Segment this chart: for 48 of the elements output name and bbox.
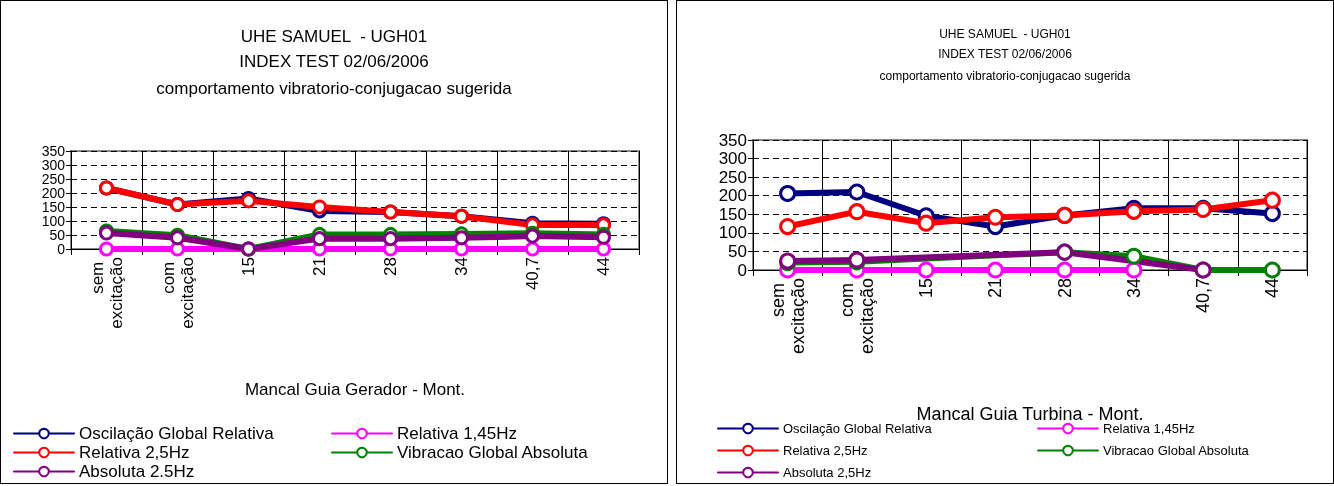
y-tick-label: 100	[718, 223, 747, 243]
x-axis-title: Mancal Guia Turbina - Mont.	[916, 404, 1144, 424]
x-tick-label: 44	[1262, 278, 1283, 299]
y-tick-label: 250	[718, 167, 747, 187]
y-tick-label: 50	[49, 227, 66, 243]
legend-label: Oscilação Global Relativa	[79, 424, 275, 443]
legend-label: Absoluta 2.5Hz	[79, 462, 195, 481]
x-tick-label: 40,7	[1193, 278, 1214, 314]
x-tick-label: 21	[310, 257, 329, 276]
x-tick-label: sem excitação	[767, 278, 808, 355]
legend-label: Oscilação Global Relativa	[783, 421, 933, 436]
y-tick-label: 200	[718, 186, 747, 206]
y-tick-label: 350	[718, 130, 747, 150]
chart-title: UHE SAMUEL - UGH01 INDEX TEST 02/06/2006	[938, 27, 1073, 61]
x-tick-label: 34	[452, 257, 471, 276]
chart-subtitle: comportamento vibratorio-conjugacao sugerida	[156, 79, 513, 98]
y-tick-label: 300	[718, 149, 747, 169]
legend-label: Absoluta 2,5Hz	[783, 465, 872, 480]
y-tick-label: 100	[41, 213, 66, 229]
x-tick-label: 40,7	[523, 257, 542, 291]
x-tick-label: com excitação	[158, 257, 197, 329]
x-tick-label: 34	[1123, 278, 1144, 299]
x-tick-label: 21	[985, 278, 1006, 299]
y-tick-label: 0	[57, 241, 66, 257]
y-tick-label: 50	[728, 241, 747, 261]
x-tick-label: 15	[239, 257, 258, 276]
legend-label: Relativa 2,5Hz	[79, 443, 190, 462]
x-tick-label: 15	[916, 278, 937, 299]
x-tick-label: sem excitação	[87, 257, 126, 329]
legend-label: Relativa 2,5Hz	[783, 443, 868, 458]
x-tick-label: com excitação	[836, 278, 877, 355]
y-tick-label: 0	[737, 260, 747, 280]
x-tick-label: 28	[1054, 278, 1075, 299]
y-tick-label: 150	[718, 204, 747, 224]
legend-label: Relativa 1,45Hz	[1103, 421, 1195, 436]
y-tick-label: 250	[41, 171, 66, 187]
y-tick-label: 150	[41, 199, 66, 215]
chart-subtitle: comportamento vibratorio-conjugacao sugerida	[879, 69, 1131, 83]
legend-label: Vibracao Global Absoluta	[1103, 443, 1250, 458]
chart-title: UHE SAMUEL - UGH01 INDEX TEST 02/06/2006	[239, 27, 429, 71]
x-tick-label: 44	[594, 257, 613, 276]
y-tick-label: 350	[41, 143, 66, 159]
x-tick-label: 28	[381, 257, 400, 276]
x-axis-title: Mancal Guia Gerador - Mont.	[244, 379, 466, 399]
y-tick-label: 300	[41, 157, 66, 173]
legend-label: Vibracao Global Absoluta	[397, 443, 589, 462]
legend-label: Relativa 1,45Hz	[397, 424, 518, 443]
y-tick-label: 200	[41, 185, 66, 201]
